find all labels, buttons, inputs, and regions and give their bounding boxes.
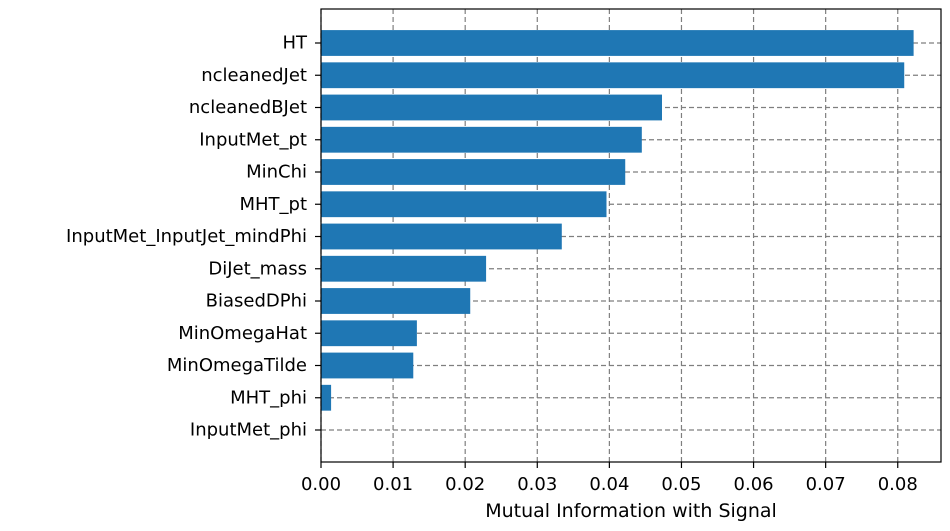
y-axis-ticks: HT ncleanedJet ncleanedBJet InputMet_pt MinC… [66,33,321,441]
y-tick-label: InputMet_phi [190,420,307,441]
bar [321,352,414,379]
x-tick-label: 0.00 [301,474,341,495]
x-tick-label: 0.06 [734,474,774,495]
bar [321,126,642,153]
bar [321,384,332,411]
y-tick-label: MHT_phi [230,387,307,408]
bar [321,288,471,314]
y-tick-label: ncleanedJet [201,65,307,86]
bar [321,223,562,250]
y-tick-label: BiasedDPhi [206,291,307,312]
y-tick-label: MinOmegaTilde [167,355,307,376]
plot-frame [320,8,942,463]
x-axis-label: Mutual Information with Signal [485,500,777,522]
y-tick-label: DiJet_mass [208,258,307,279]
x-tick-label: 0.04 [589,474,629,495]
x-tick-label: 0.01 [373,474,413,495]
y-tick-label: MinChi [246,162,307,183]
x-tick-label: 0.03 [517,474,557,495]
y-tick-label: ncleanedBJet [189,97,307,118]
y-tick-label: MinOmegaHat [178,323,307,344]
bar [321,94,662,121]
bar [321,30,914,56]
bar [321,320,417,347]
bars [321,30,914,411]
x-tick-label: 0.08 [878,474,918,495]
bar [321,255,487,282]
y-tick-label: HT [282,33,308,54]
x-tick-label: 0.07 [806,474,846,495]
x-tick-label: 0.02 [445,474,485,495]
bar [321,191,607,218]
y-tick-label: InputMet_InputJet_mindPhi [66,226,307,247]
x-axis-ticks: 0.00 0.01 0.02 0.03 0.04 0.05 0.06 0.07 0.08 [301,462,918,495]
bar [321,62,905,89]
y-tick-label: InputMet_pt [199,129,307,150]
bar [321,159,626,185]
y-tick-label: MHT_pt [239,194,307,215]
x-tick-label: 0.05 [661,474,701,495]
